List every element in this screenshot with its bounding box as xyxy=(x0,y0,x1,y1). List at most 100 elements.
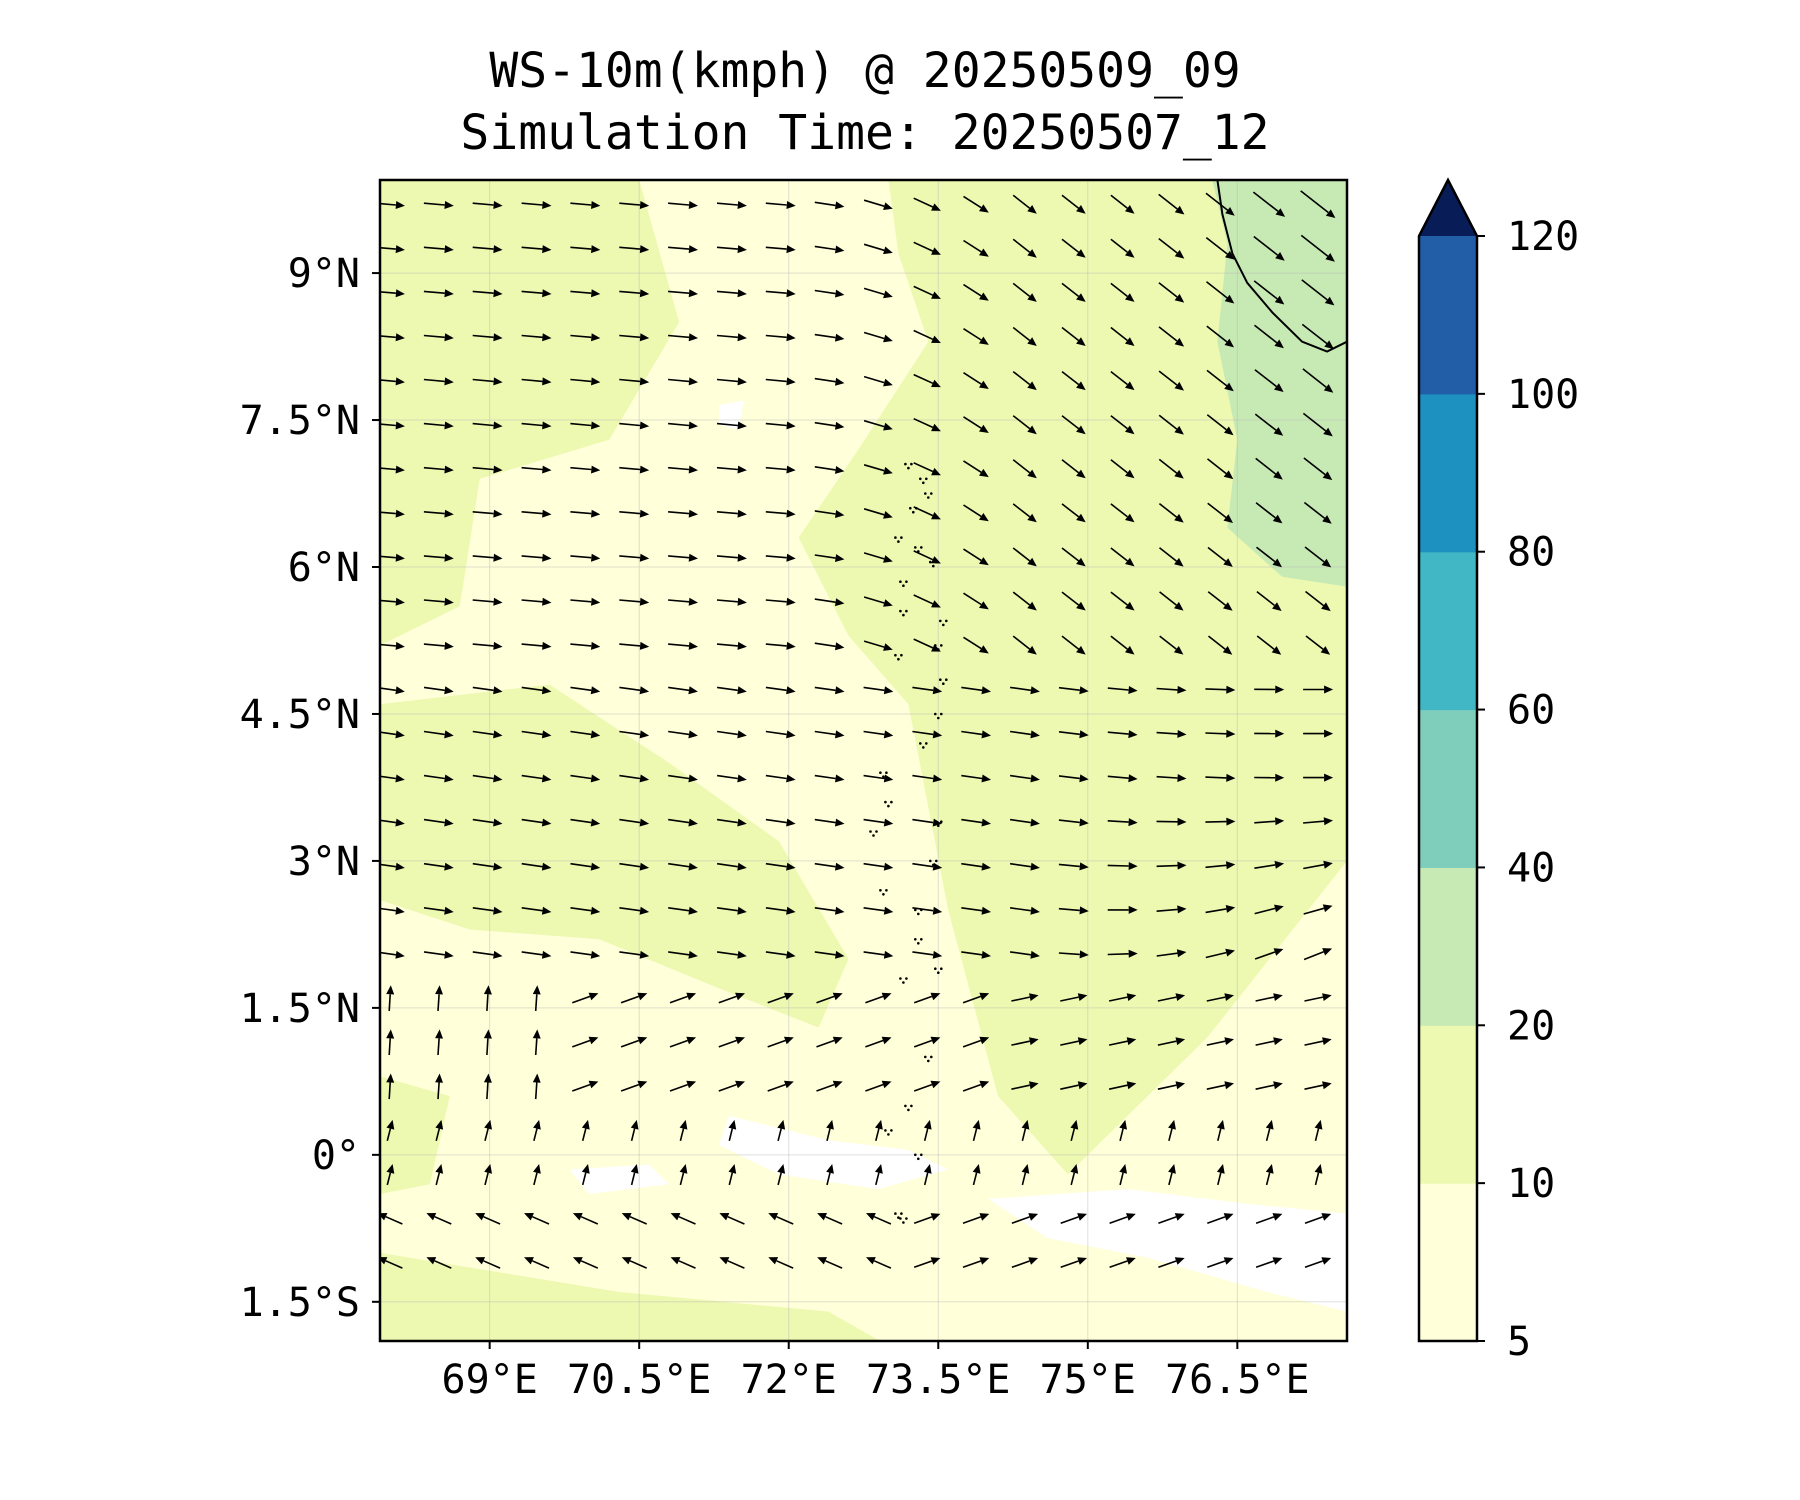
wind-arrow xyxy=(1254,860,1285,869)
island-dot xyxy=(929,560,932,564)
wind-arrow xyxy=(668,818,698,827)
wind-arrow xyxy=(863,640,893,651)
wind-arrow xyxy=(816,992,843,1004)
wind-arrow xyxy=(679,1164,688,1186)
wind-arrow xyxy=(1108,1037,1137,1046)
wind-arrow xyxy=(1252,191,1286,217)
wind-arrow xyxy=(716,377,747,386)
wind-arrow xyxy=(386,1073,395,1100)
wind-arrow xyxy=(669,1036,697,1048)
wind-arrow xyxy=(668,730,698,739)
island-dot xyxy=(942,623,945,627)
wind-arrow xyxy=(521,686,552,695)
wind-arrow xyxy=(620,1080,648,1092)
wind-arrow xyxy=(963,416,989,433)
wind-arrow xyxy=(716,686,747,695)
wind-arrow xyxy=(423,774,454,783)
wind-arrow xyxy=(483,985,492,1011)
wind-arrow xyxy=(620,992,648,1004)
wind-arrow xyxy=(619,465,650,474)
wind-arrow xyxy=(472,686,503,695)
island-dot xyxy=(940,967,943,970)
island-dot xyxy=(937,716,940,720)
wind-arrow xyxy=(1305,635,1331,655)
wind-arrow xyxy=(1061,282,1086,302)
x-tick-label: 72°E xyxy=(741,1357,837,1403)
wind-arrow xyxy=(1156,817,1187,826)
wind-arrow xyxy=(423,686,454,695)
island-dot xyxy=(925,477,928,481)
wind-arrow xyxy=(718,1080,745,1092)
wind-arrow xyxy=(863,596,893,607)
wind-arrow xyxy=(765,421,796,430)
wind-arrow xyxy=(875,1164,883,1186)
wind-arrow xyxy=(923,1164,932,1186)
wind-arrow xyxy=(765,641,796,650)
island-dot xyxy=(902,613,905,617)
wind-arrow xyxy=(1205,192,1235,216)
wind-arrow xyxy=(765,553,796,562)
wind-arrow xyxy=(765,465,796,474)
wind-arrow xyxy=(668,333,698,342)
wind-arrow xyxy=(1070,1119,1079,1141)
india-coastline xyxy=(1216,180,1347,353)
x-tick-label: 75°E xyxy=(1040,1357,1136,1403)
wind-arrow xyxy=(912,862,943,871)
wind-arrow xyxy=(668,862,698,871)
island-dot xyxy=(917,942,920,945)
colorbar-segment xyxy=(1419,393,1477,553)
wind-arrow xyxy=(1060,1037,1088,1046)
wind-arrow xyxy=(570,686,601,695)
wind-arrow xyxy=(767,1080,794,1092)
wind-arrow xyxy=(1254,904,1284,915)
wind-arrow xyxy=(1303,773,1334,782)
island-dot xyxy=(890,1129,893,1132)
wind-arrow xyxy=(716,553,747,562)
wind-arrow xyxy=(716,201,747,209)
y-tick-label: 4.5°N xyxy=(240,692,360,738)
field-contour-6 xyxy=(988,1189,1347,1312)
wind-arrow xyxy=(718,1036,745,1048)
wind-arrow xyxy=(619,377,650,386)
wind-arrow xyxy=(865,1080,892,1092)
wind-arrow xyxy=(570,553,601,562)
wind-arrow xyxy=(521,862,552,871)
island-dot xyxy=(939,678,942,681)
x-tick-label: 70.5°E xyxy=(567,1357,712,1403)
wind-arrow xyxy=(923,1119,932,1141)
wind-arrow xyxy=(570,818,601,827)
wind-arrow xyxy=(1061,194,1086,214)
island-dot xyxy=(912,510,915,514)
wind-arrow xyxy=(913,285,941,299)
wind-arrow xyxy=(533,1164,541,1186)
wind-arrow xyxy=(1156,905,1187,914)
wind-arrow xyxy=(814,950,845,959)
x-tick-label: 69°E xyxy=(441,1357,537,1403)
island-dot xyxy=(907,466,910,470)
wind-arrow xyxy=(619,245,650,254)
wind-arrow xyxy=(1060,1257,1087,1269)
wind-arrow xyxy=(668,201,698,209)
wind-arrow xyxy=(1303,904,1333,915)
wind-arrow xyxy=(1349,234,1385,262)
wind-arrow xyxy=(817,1257,843,1269)
island-dot xyxy=(902,981,905,984)
wind-arrow xyxy=(1012,635,1037,655)
wind-arrow xyxy=(1255,1037,1283,1046)
wind-arrow xyxy=(1300,190,1336,218)
wind-arrow xyxy=(380,1257,403,1269)
colorbar-segment xyxy=(1419,709,1477,868)
wind-arrow xyxy=(765,774,796,783)
wind-arrow xyxy=(961,818,991,827)
wind-arrow xyxy=(532,1029,541,1056)
colorbar-segment xyxy=(1419,1183,1477,1342)
wind-arrow xyxy=(1265,1119,1274,1141)
wind-arrow xyxy=(1352,413,1383,437)
wind-arrow xyxy=(472,862,503,871)
island-dot xyxy=(905,1217,908,1220)
wind-arrow xyxy=(963,460,989,478)
island-dot xyxy=(900,1212,903,1215)
wind-arrow xyxy=(817,1213,843,1225)
wind-arrow xyxy=(1119,1119,1127,1141)
wind-arrow xyxy=(814,774,845,783)
